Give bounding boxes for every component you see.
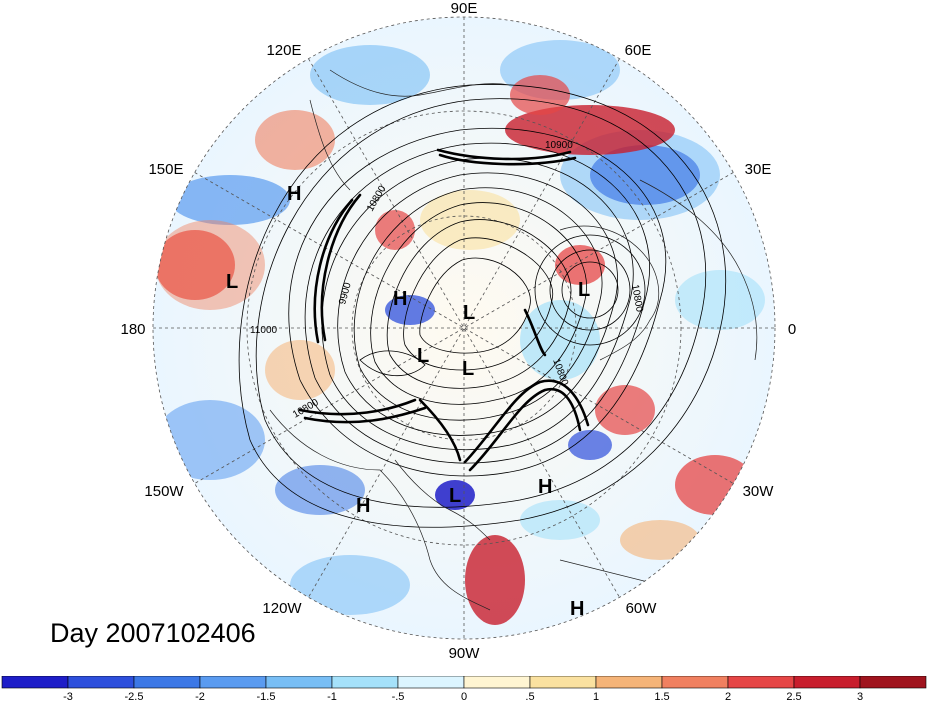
colorbar-box xyxy=(727,676,795,689)
graticule xyxy=(152,16,776,640)
lon-label-150w: 150W xyxy=(144,483,184,500)
colorbar-tick-label: -2 xyxy=(195,691,205,702)
colorbar-tick-label: -1.5 xyxy=(257,691,276,702)
high-marker: H xyxy=(356,495,370,517)
colorbar-tick-label: 1.5 xyxy=(654,691,669,702)
colorbar-box xyxy=(331,676,399,689)
high-marker: H xyxy=(538,476,552,498)
colorbar-box xyxy=(397,676,465,689)
colorbar-box xyxy=(595,676,663,689)
colorbar-tick-label: 0 xyxy=(461,691,467,702)
colorbar-tick-label: -.5 xyxy=(392,691,405,702)
colorbar-box xyxy=(199,676,267,689)
colorbar-tick-label: 2 xyxy=(725,691,731,702)
colorbar-boxes xyxy=(1,676,927,689)
longitude-labels: 90E 60E 30E 0 30W 60W 90W 120W 150W 180 … xyxy=(120,0,796,662)
lon-label-120w: 120W xyxy=(262,600,302,617)
pressure-systems: H H H H H L L L L L L xyxy=(226,183,590,620)
lon-label-60w: 60W xyxy=(626,600,658,617)
low-marker: L xyxy=(226,271,238,293)
contour-label: 11000 xyxy=(250,325,278,336)
high-marker: H xyxy=(287,183,301,205)
colorbar-box xyxy=(463,676,531,689)
colorbar-tick-label: 3 xyxy=(857,691,863,702)
low-marker: L xyxy=(462,358,474,380)
polar-map: 10900 10800 10800 9900 11000 10800 10800… xyxy=(120,0,796,662)
colorbar-tick-label: -3 xyxy=(63,691,73,702)
colorbar-box xyxy=(67,676,135,689)
lon-label-180: 180 xyxy=(120,321,145,338)
low-marker: L xyxy=(449,485,461,507)
lon-label-30w: 30W xyxy=(743,483,775,500)
contour-label: 10900 xyxy=(545,140,573,151)
lon-label-30e: 30E xyxy=(745,161,772,178)
low-marker: L xyxy=(417,345,429,367)
colorbar-tick-label: -2.5 xyxy=(125,691,144,702)
colorbar-box xyxy=(793,676,861,689)
lon-label-90w: 90W xyxy=(449,645,481,662)
high-marker: H xyxy=(570,598,584,620)
colorbar-tick-label: 1 xyxy=(593,691,599,702)
jet-contours xyxy=(298,148,590,472)
lon-label-60e: 60E xyxy=(625,42,652,59)
low-marker: L xyxy=(578,279,590,301)
low-marker: L xyxy=(463,302,475,324)
lon-label-0: 0 xyxy=(788,321,796,338)
colorbar-box xyxy=(1,676,69,689)
colorbar-box xyxy=(529,676,597,689)
colorbar-tick-label: .5 xyxy=(525,691,534,702)
colorbar-tick-label: 2.5 xyxy=(786,691,801,702)
colorbar-box xyxy=(859,676,927,689)
colorbar-box xyxy=(265,676,333,689)
lon-label-90e: 90E xyxy=(451,0,478,17)
coastlines xyxy=(269,69,758,611)
colorbar: -3 -2.5 -2 -1.5 -1 -.5 0 .5 1 1.5 2 2.5 3 xyxy=(1,676,927,702)
high-marker: H xyxy=(393,288,407,310)
contour-label: 10800 xyxy=(629,284,645,314)
day-label: Day 2007102406 xyxy=(50,618,256,648)
colorbar-ticks: -3 -2.5 -2 -1.5 -1 -.5 0 .5 1 1.5 2 2.5 3 xyxy=(63,691,863,702)
colorbar-box xyxy=(133,676,201,689)
colorbar-box xyxy=(661,676,729,689)
height-contours xyxy=(238,84,727,528)
colorbar-tick-label: -1 xyxy=(327,691,337,702)
lon-label-120e: 120E xyxy=(266,42,301,59)
lon-label-150e: 150E xyxy=(148,161,183,178)
